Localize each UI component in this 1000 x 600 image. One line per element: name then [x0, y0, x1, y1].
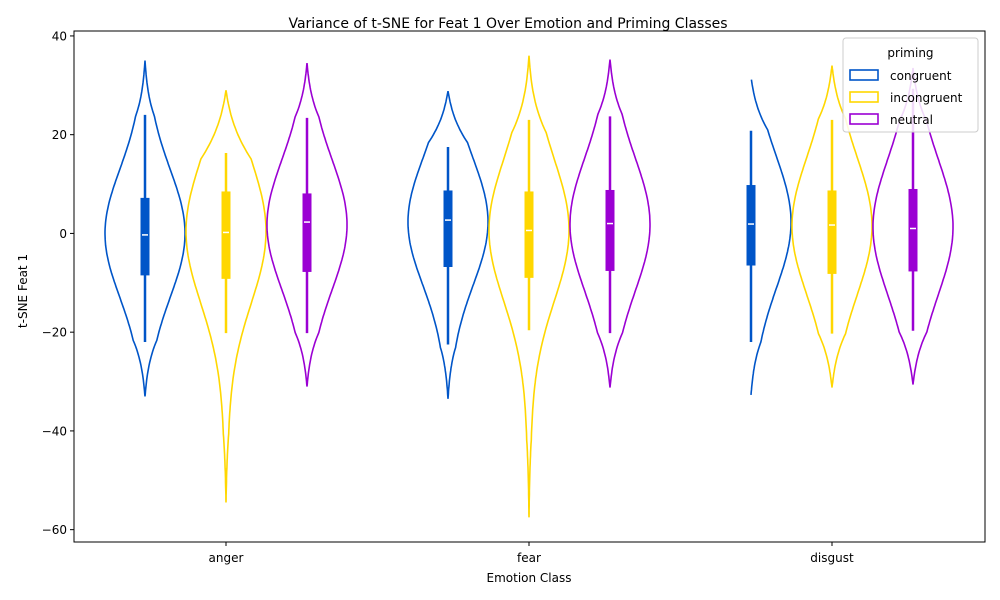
- iqr-box-incongruent-fear: [524, 191, 534, 278]
- legend-title: priming: [887, 46, 933, 60]
- chart-title: Variance of t-SNE for Feat 1 Over Emotio…: [288, 16, 727, 32]
- iqr-box-congruent-fear: [443, 190, 453, 267]
- y-tick-label: −40: [42, 424, 67, 438]
- violins-layer: [104, 55, 954, 518]
- x-axis-label: Emotion Class: [487, 571, 572, 585]
- violin-congruent-anger: [104, 60, 186, 397]
- x-tick-label: anger: [209, 551, 244, 565]
- x-tick-label: disgust: [810, 551, 854, 565]
- legend-swatch-congruent: [849, 69, 879, 81]
- y-axis: 40 20 0 −20 −40 −60: [42, 29, 74, 537]
- legend-label-neutral: neutral: [890, 113, 933, 127]
- legend: priming congruent incongruent neutral: [842, 37, 979, 133]
- y-tick-label: 0: [59, 227, 67, 241]
- legend-label-incongruent: incongruent: [890, 91, 963, 105]
- legend-swatch-incongruent: [849, 91, 879, 103]
- legend-label-congruent: congruent: [890, 69, 952, 83]
- x-axis: anger fear disgust: [209, 542, 854, 565]
- iqr-box-neutral-anger: [302, 193, 312, 272]
- iqr-box-incongruent-disgust: [827, 190, 837, 274]
- y-tick-label: −60: [42, 523, 67, 537]
- iqr-box-congruent-anger: [140, 197, 150, 276]
- x-tick-label: fear: [517, 551, 541, 565]
- iqr-box-congruent-disgust: [746, 185, 756, 266]
- violin-congruent-fear: [407, 91, 489, 399]
- y-tick-label: −20: [42, 326, 67, 340]
- legend-swatch-neutral: [849, 113, 879, 125]
- violin-neutral-anger: [266, 63, 348, 387]
- violin-congruent-disgust: [750, 79, 792, 395]
- violin-incongruent-anger: [185, 90, 267, 503]
- iqr-box-incongruent-anger: [221, 191, 231, 279]
- violin-incongruent-disgust: [791, 65, 873, 388]
- iqr-box-neutral-fear: [605, 189, 615, 271]
- violin-neutral-fear: [569, 59, 651, 388]
- y-axis-label: t-SNE Feat 1: [16, 254, 30, 328]
- y-tick-label: 20: [52, 128, 67, 142]
- legend-box: [842, 37, 979, 133]
- iqr-box-neutral-disgust: [908, 188, 918, 272]
- y-tick-label: 40: [52, 29, 67, 43]
- violin-incongruent-fear: [488, 55, 570, 518]
